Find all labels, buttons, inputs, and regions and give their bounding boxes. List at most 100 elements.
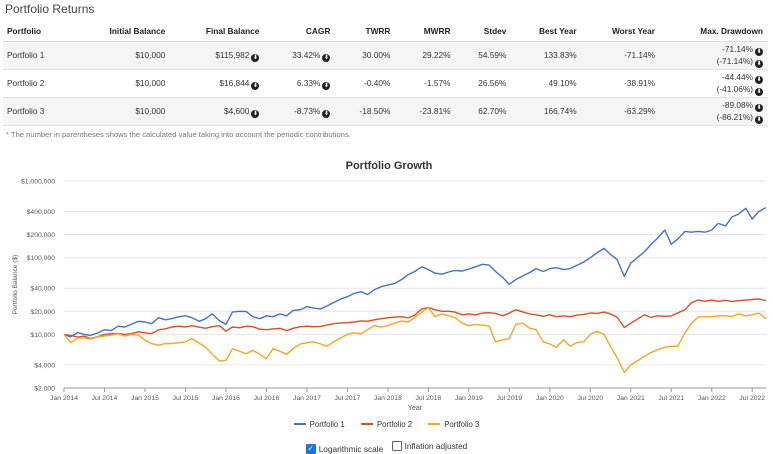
col-worst-year[interactable]: Worst Year: [581, 22, 660, 42]
x-tick-label: Jan 2020: [536, 395, 564, 402]
info-icon[interactable]: ⬇: [322, 109, 331, 118]
series-line-portfolio-1: [63, 206, 767, 338]
legend-item-portfolio-3[interactable]: Portfolio 3: [428, 420, 479, 429]
series-line-portfolio-3: [63, 306, 767, 374]
max-drawdown: -89.08%: [722, 99, 753, 110]
portfolio-growth-chart: Portfolio Growth $2,000 $4,000 $10,000 $20,0…: [12, 160, 767, 412]
worst-year: -63.29%: [581, 97, 660, 126]
twrr: 30.00%: [335, 41, 396, 70]
cagr: -8.73%: [294, 105, 321, 116]
info-icon[interactable]: ⬇: [251, 81, 260, 90]
initial-balance: $10,000: [72, 97, 171, 126]
inflation-label[interactable]: Inflation adjusted: [404, 441, 468, 451]
final-balance-cell: $4,600 ⬇: [170, 97, 265, 126]
x-tick-label: Jul 2015: [173, 395, 199, 402]
col-mwrr[interactable]: MWRR: [395, 22, 456, 42]
info-icon[interactable]: ⬇: [755, 75, 763, 84]
info-icon[interactable]: ⬇: [322, 53, 331, 62]
final-balance: $115,982: [215, 49, 250, 60]
log-scale-label[interactable]: Logarithmic scale: [318, 444, 384, 454]
chart-options: ✓ Logarithmic scale Inflation adjusted: [0, 441, 773, 454]
y-tick-label: $10,000: [30, 332, 55, 339]
portfolio-name: Portfolio 3: [3, 97, 73, 126]
mwrr: -23.81%: [395, 97, 456, 126]
series-line-portfolio-2: [63, 298, 767, 340]
legend-swatch: [293, 423, 306, 425]
max-drawdown-cell: -89.08% ⬇ (-86.21%) ⬇: [659, 97, 768, 126]
x-tick-label: Jan 2016: [212, 395, 240, 402]
cagr: 6.33%: [296, 77, 321, 88]
x-tick-label: Jul 2019: [496, 395, 522, 402]
x-tick-label: Jan 2022: [698, 395, 726, 402]
info-icon[interactable]: ⬇: [322, 81, 331, 90]
x-tick-label: Jul 2017: [335, 395, 361, 402]
max-drawdown: -44.44%: [722, 71, 753, 82]
max-drawdown-contrib: (-41.06%): [716, 83, 753, 94]
info-icon[interactable]: ⬇: [251, 109, 260, 118]
y-tick-label: $100,000: [27, 255, 56, 262]
info-icon[interactable]: ⬇: [755, 115, 763, 124]
table-row: Portfolio 1 $10,000 $115,982 ⬇ 33.42% ⬇ 30…: [3, 41, 768, 70]
returns-table: Portfolio Initial Balance Final Balance …: [3, 22, 768, 126]
y-tick-label: $4,000: [34, 362, 55, 369]
col-max-drawdown[interactable]: Max. Drawdown: [659, 22, 768, 42]
y-axis-title: Portfolio Balance ($): [12, 255, 19, 315]
cagr-cell: -8.73% ⬇: [264, 97, 336, 126]
legend-item-portfolio-1[interactable]: Portfolio 1: [293, 420, 345, 429]
col-final-balance[interactable]: Final Balance: [170, 22, 265, 42]
max-drawdown-contrib: (-71.14%): [716, 55, 753, 66]
info-icon[interactable]: ⬇: [755, 47, 763, 56]
col-cagr[interactable]: CAGR: [264, 22, 336, 42]
table-row: Portfolio 2 $10,000 $16,844 ⬇ 6.33% ⬇ -0.4…: [3, 69, 768, 98]
x-tick-label: Jul 2016: [254, 395, 280, 402]
col-best-year[interactable]: Best Year: [511, 22, 582, 42]
twrr: -0.40%: [335, 69, 396, 98]
chart-legend: Portfolio 1 Portfolio 2 Portfolio 3: [0, 418, 773, 429]
y-tick-label: $200,000: [27, 232, 56, 239]
log-scale-option[interactable]: ✓ Logarithmic scale: [305, 444, 384, 454]
max-drawdown-cell: -71.14% ⬇ (-71.14%) ⬇: [659, 41, 768, 70]
info-icon[interactable]: ⬇: [251, 53, 260, 62]
x-tick-label: Jul 2014: [92, 395, 118, 402]
col-initial-balance[interactable]: Initial Balance: [72, 22, 171, 42]
chart-title: Portfolio Growth: [346, 160, 433, 172]
y-tick-label: $2,000: [34, 386, 55, 393]
best-year: 166.74%: [511, 97, 582, 126]
initial-balance: $10,000: [72, 69, 171, 98]
legend-swatch: [360, 423, 373, 425]
x-tick-label: Jan 2018: [374, 395, 402, 402]
legend-item-portfolio-2[interactable]: Portfolio 2: [360, 419, 413, 429]
legend-label: Portfolio 2: [376, 419, 413, 429]
info-icon[interactable]: ⬇: [755, 103, 763, 112]
col-twrr[interactable]: TWRR: [335, 22, 396, 42]
col-stdev[interactable]: Stdev: [455, 22, 512, 42]
best-year: 133.83%: [511, 41, 582, 70]
best-year: 49.10%: [511, 69, 582, 98]
portfolio-name: Portfolio 2: [3, 69, 73, 98]
cagr-cell: 6.33% ⬇: [264, 69, 336, 98]
col-portfolio[interactable]: Portfolio: [3, 22, 73, 42]
legend-label: Portfolio 3: [444, 419, 480, 429]
info-icon[interactable]: ⬇: [755, 59, 763, 68]
final-balance: $4,600: [224, 105, 250, 116]
table-row: Portfolio 3 $10,000 $4,600 ⬇ -8.73% ⬇ -18.…: [3, 97, 768, 126]
mwrr: 29.22%: [395, 41, 456, 70]
inflation-checkbox[interactable]: [391, 441, 402, 451]
info-icon[interactable]: ⬇: [755, 87, 763, 96]
inflation-option[interactable]: Inflation adjusted: [391, 441, 468, 451]
x-tick-label: Jan 2014: [50, 395, 78, 402]
log-scale-checkbox[interactable]: ✓: [305, 444, 316, 454]
footnote: * The number in parentheses shows the ca…: [6, 130, 351, 139]
y-tick-label: $1,000,000: [21, 179, 55, 186]
x-tick-label: Jan 2015: [131, 395, 159, 402]
x-tick-label: Jan 2021: [617, 395, 645, 402]
initial-balance: $10,000: [72, 41, 171, 70]
final-balance-cell: $115,982 ⬇: [170, 41, 265, 70]
y-tick-label: $400,000: [27, 209, 56, 216]
legend-swatch: [428, 423, 441, 425]
cagr-cell: 33.42% ⬇: [264, 41, 336, 70]
x-tick-label: Jan 2017: [293, 395, 321, 402]
y-tick-label: $40,000: [30, 286, 55, 293]
stdev: 54.59%: [455, 41, 512, 70]
mwrr: -1.57%: [395, 69, 456, 98]
